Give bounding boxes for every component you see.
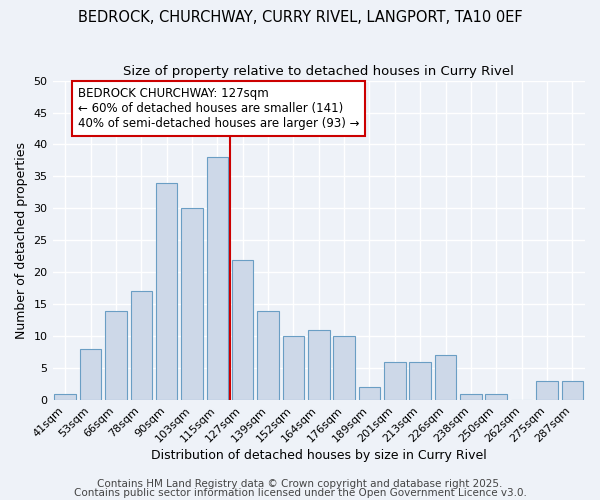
Bar	[283, 336, 304, 400]
Bar	[334, 336, 355, 400]
Bar	[206, 157, 228, 400]
Bar	[80, 349, 101, 400]
Bar	[181, 208, 203, 400]
Bar	[257, 310, 279, 400]
Text: BEDROCK CHURCHWAY: 127sqm
← 60% of detached houses are smaller (141)
40% of semi: BEDROCK CHURCHWAY: 127sqm ← 60% of detac…	[78, 87, 359, 130]
Bar	[308, 330, 329, 400]
Title: Size of property relative to detached houses in Curry Rivel: Size of property relative to detached ho…	[124, 65, 514, 78]
Bar	[409, 362, 431, 400]
Bar	[359, 388, 380, 400]
Bar	[485, 394, 507, 400]
Bar	[562, 381, 583, 400]
Bar	[435, 356, 457, 400]
Bar	[156, 183, 178, 400]
Bar	[536, 381, 558, 400]
X-axis label: Distribution of detached houses by size in Curry Rivel: Distribution of detached houses by size …	[151, 450, 487, 462]
Text: Contains HM Land Registry data © Crown copyright and database right 2025.: Contains HM Land Registry data © Crown c…	[97, 479, 503, 489]
Text: BEDROCK, CHURCHWAY, CURRY RIVEL, LANGPORT, TA10 0EF: BEDROCK, CHURCHWAY, CURRY RIVEL, LANGPOR…	[77, 10, 523, 25]
Bar	[384, 362, 406, 400]
Bar	[55, 394, 76, 400]
Bar	[105, 310, 127, 400]
Text: Contains public sector information licensed under the Open Government Licence v3: Contains public sector information licen…	[74, 488, 526, 498]
Bar	[232, 260, 253, 400]
Bar	[460, 394, 482, 400]
Bar	[131, 292, 152, 400]
Y-axis label: Number of detached properties: Number of detached properties	[15, 142, 28, 339]
